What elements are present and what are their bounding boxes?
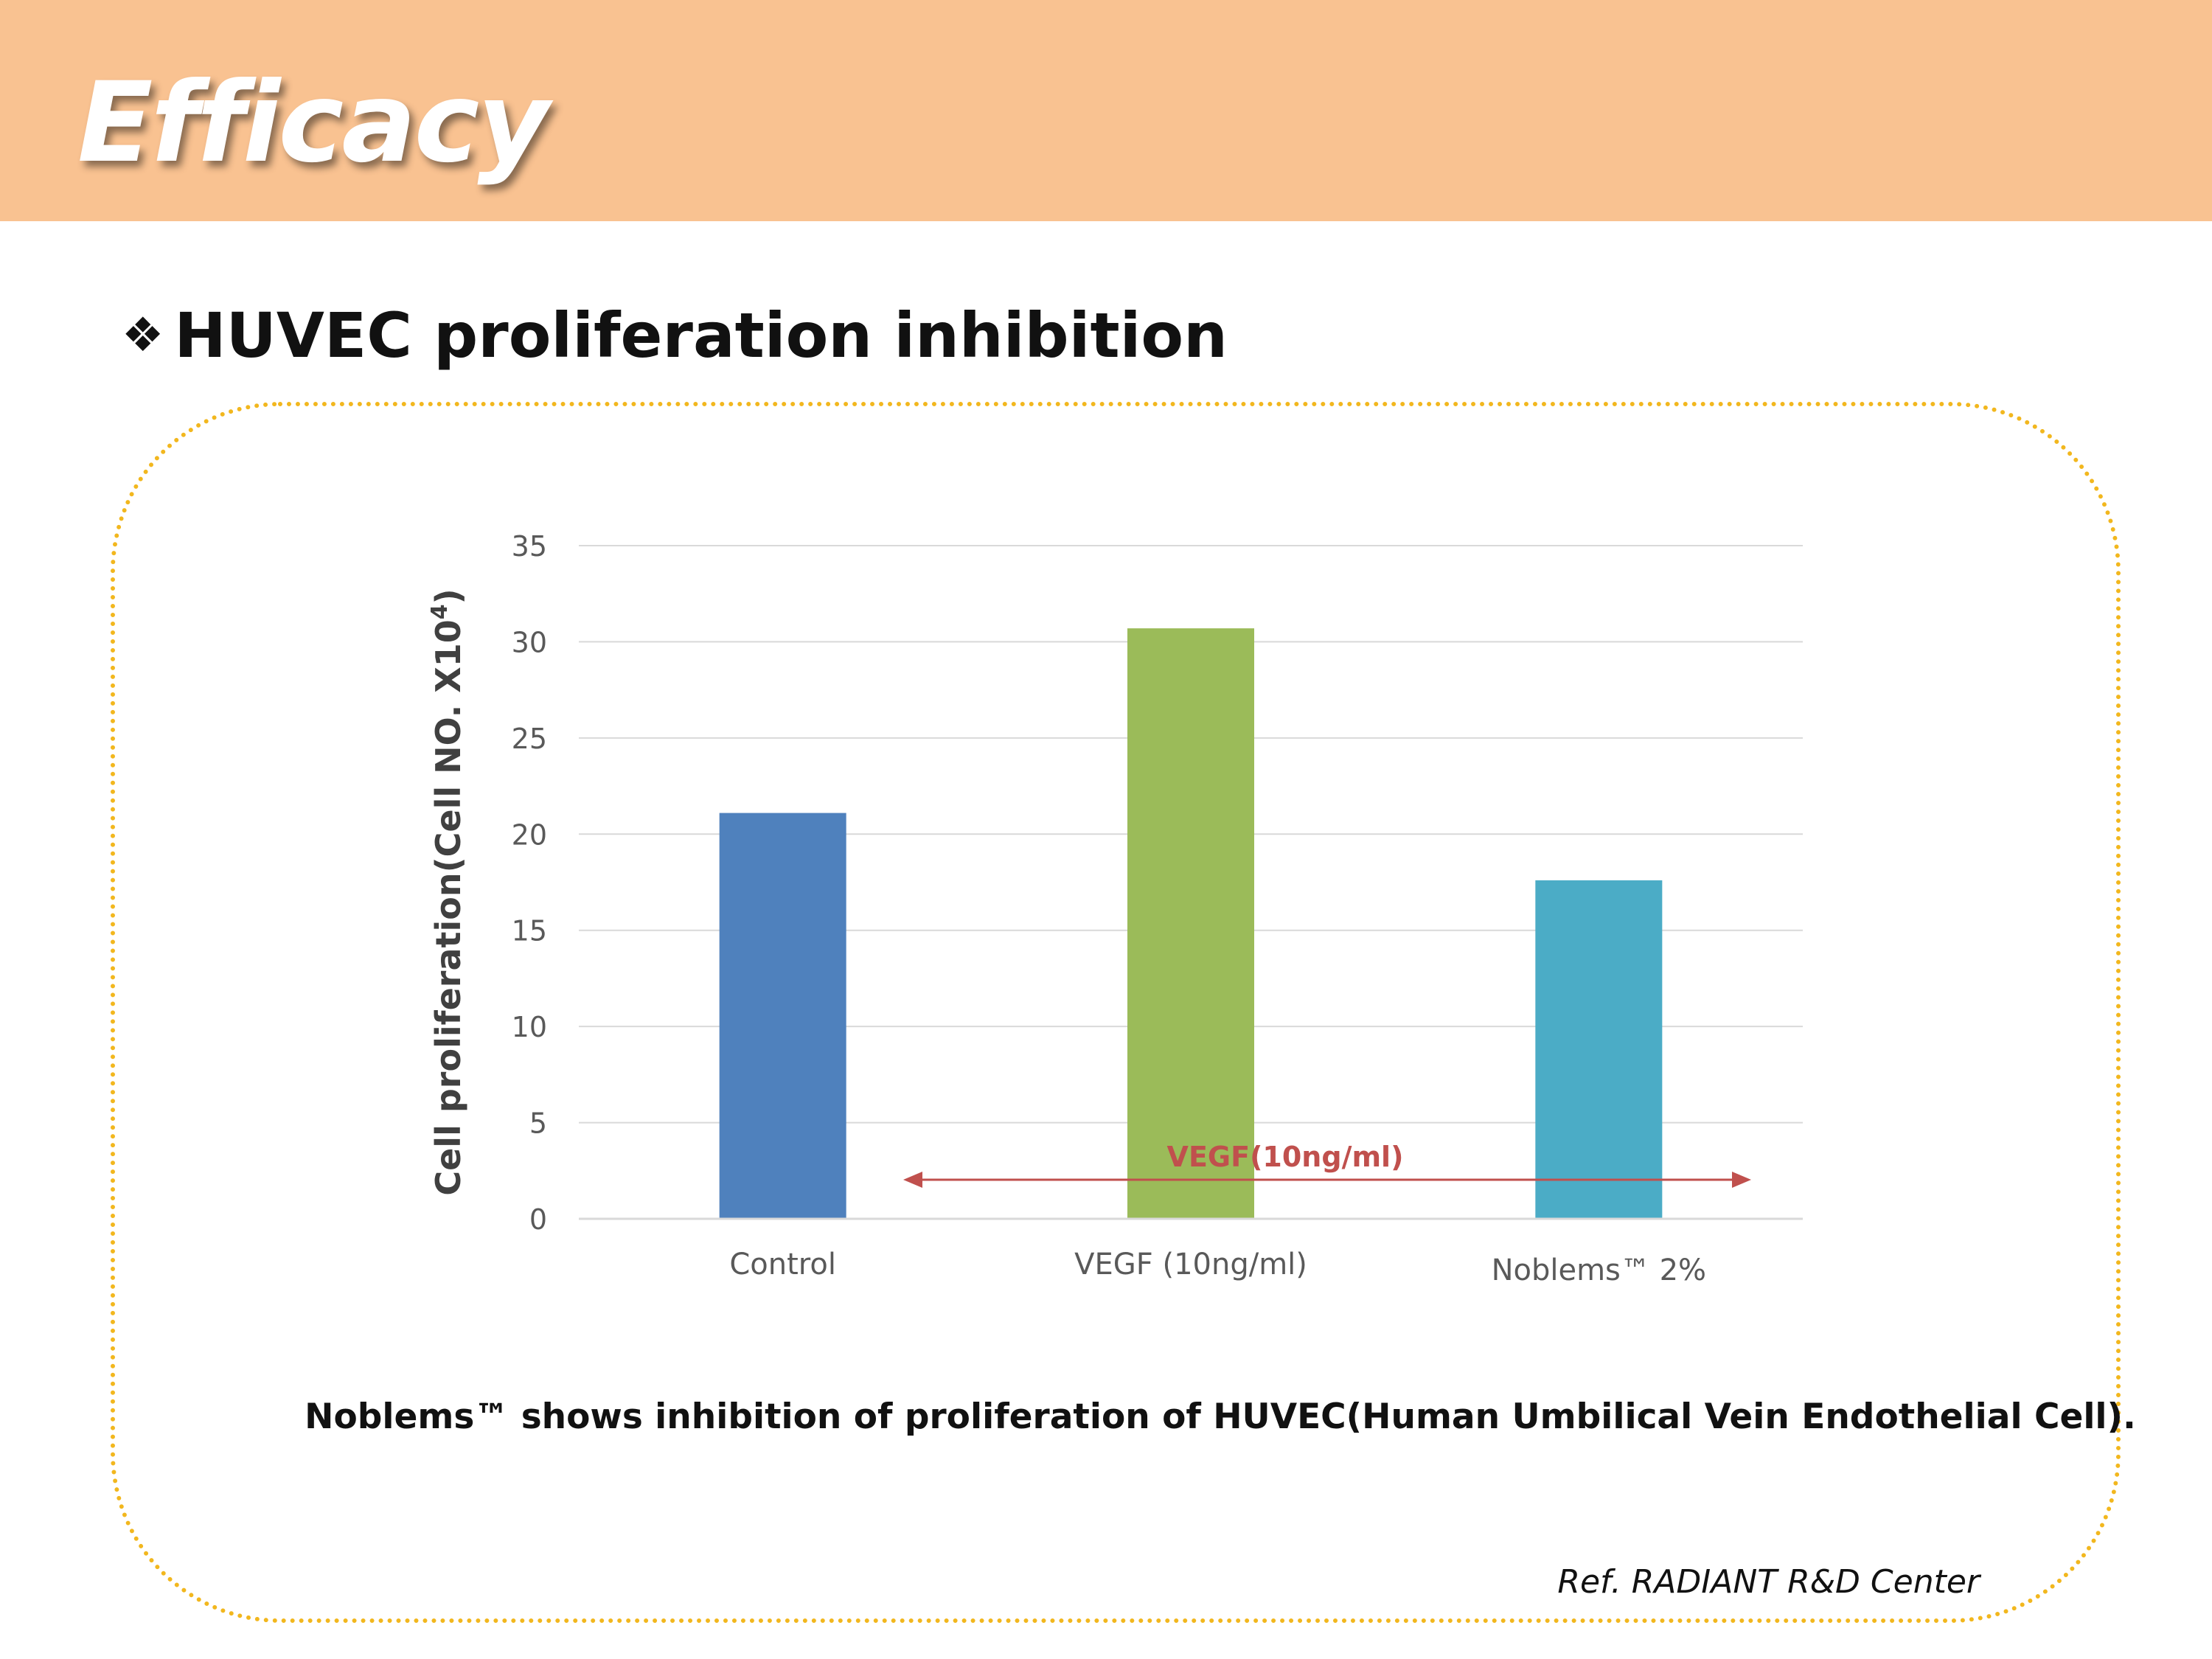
header-band — [0, 0, 2212, 221]
y-tick-label: 30 — [512, 626, 547, 658]
x-category-label: VEGF (10ng/ml) — [1074, 1248, 1307, 1281]
y-tick-label: 0 — [529, 1203, 547, 1236]
section-heading: ❖ HUVEC proliferation inhibition — [122, 295, 1228, 376]
x-category-label: Noblems™ 2% — [1492, 1253, 1706, 1287]
y-tick-label: 10 — [512, 1011, 547, 1043]
right-arrowhead-icon — [1732, 1172, 1751, 1188]
bar-noblems — [1535, 880, 1663, 1219]
x-category-label: Control — [729, 1248, 836, 1281]
y-tick-label: 15 — [512, 915, 547, 947]
page-title: Efficacy — [77, 59, 549, 187]
annotation-label: VEGF(10ng/ml) — [1167, 1141, 1404, 1173]
vegf-annotation: VEGF(10ng/ml) — [903, 1141, 1751, 1188]
y-tick-label: 20 — [512, 818, 547, 851]
y-tick-label: 25 — [512, 723, 547, 755]
section-heading-text: HUVEC proliferation inhibition — [174, 299, 1228, 372]
caption: Noblems™ shows inhibition of proliferati… — [305, 1397, 2136, 1437]
bar-control — [719, 813, 846, 1219]
y-tick-label: 5 — [529, 1107, 547, 1140]
y-tick-label: 35 — [512, 530, 547, 563]
dotted-frame — [111, 402, 2121, 1623]
y-axis-label: Cell proliferation(Cell NO. X104) — [427, 588, 468, 1195]
diamond-bullet-icon: ❖ — [122, 308, 164, 363]
left-arrowhead-icon — [903, 1172, 922, 1188]
reference-note: Ref. RADIANT R&D Center — [1557, 1563, 1980, 1601]
bar-vegf — [1127, 628, 1254, 1219]
